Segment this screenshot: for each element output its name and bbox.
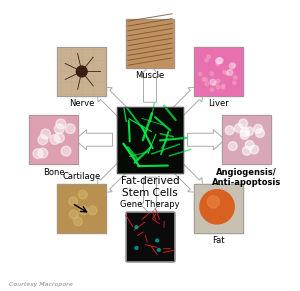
Text: Gene Therapy: Gene Therapy xyxy=(120,200,180,210)
Circle shape xyxy=(242,146,251,155)
Circle shape xyxy=(217,79,220,83)
Polygon shape xyxy=(172,87,203,118)
Circle shape xyxy=(225,126,234,135)
Circle shape xyxy=(135,246,138,249)
Bar xyxy=(117,107,183,173)
Circle shape xyxy=(214,82,218,85)
Bar xyxy=(222,115,271,164)
Circle shape xyxy=(50,135,60,144)
Bar xyxy=(125,212,175,261)
Text: Courtesy Macropore: Courtesy Macropore xyxy=(9,282,73,287)
Circle shape xyxy=(88,206,97,215)
Circle shape xyxy=(227,70,233,75)
Circle shape xyxy=(232,64,235,67)
Bar xyxy=(194,184,243,233)
Text: Nerve: Nerve xyxy=(69,100,94,109)
Circle shape xyxy=(40,129,50,139)
Circle shape xyxy=(210,88,214,91)
Polygon shape xyxy=(140,177,160,215)
Bar xyxy=(194,47,243,96)
Circle shape xyxy=(233,76,237,79)
Circle shape xyxy=(61,146,71,156)
Bar xyxy=(125,19,175,68)
Circle shape xyxy=(232,81,236,84)
Circle shape xyxy=(210,79,216,85)
Circle shape xyxy=(222,84,225,88)
Polygon shape xyxy=(188,130,225,150)
Text: Liver: Liver xyxy=(208,100,229,109)
Bar xyxy=(194,47,243,96)
Bar xyxy=(29,115,78,164)
Bar xyxy=(125,212,175,261)
Bar xyxy=(57,47,106,96)
Circle shape xyxy=(65,124,75,134)
Circle shape xyxy=(78,190,87,199)
Circle shape xyxy=(254,125,262,133)
Circle shape xyxy=(216,62,219,66)
Circle shape xyxy=(229,63,235,69)
Bar xyxy=(125,19,175,68)
Circle shape xyxy=(202,78,206,81)
Circle shape xyxy=(69,197,78,206)
Polygon shape xyxy=(172,162,203,193)
Circle shape xyxy=(241,128,249,136)
Bar xyxy=(57,184,106,233)
Circle shape xyxy=(198,72,202,76)
Polygon shape xyxy=(75,130,112,150)
Circle shape xyxy=(204,78,207,82)
Bar xyxy=(117,107,183,173)
Circle shape xyxy=(38,135,48,145)
Bar xyxy=(57,47,106,96)
Circle shape xyxy=(69,210,78,219)
Circle shape xyxy=(55,133,64,143)
Circle shape xyxy=(240,130,249,139)
Circle shape xyxy=(223,70,226,74)
Polygon shape xyxy=(97,162,128,193)
Circle shape xyxy=(226,72,229,75)
Circle shape xyxy=(228,142,237,150)
Circle shape xyxy=(250,145,259,154)
Bar xyxy=(57,184,106,233)
Circle shape xyxy=(74,217,82,226)
Circle shape xyxy=(38,148,48,158)
Text: Angiogensis/
Anti-apoptosis: Angiogensis/ Anti-apoptosis xyxy=(212,168,281,187)
Circle shape xyxy=(54,124,64,134)
Circle shape xyxy=(256,129,264,138)
Circle shape xyxy=(205,58,208,62)
Circle shape xyxy=(135,226,138,229)
Bar xyxy=(194,184,243,233)
Circle shape xyxy=(245,141,254,149)
Circle shape xyxy=(217,86,220,89)
Circle shape xyxy=(33,149,43,159)
Circle shape xyxy=(212,82,216,86)
Text: Cartilage: Cartilage xyxy=(63,172,101,181)
Circle shape xyxy=(217,58,223,63)
Circle shape xyxy=(210,72,213,75)
Circle shape xyxy=(216,58,222,64)
Text: Fat-derived
Stem Cells: Fat-derived Stem Cells xyxy=(121,176,179,198)
Bar xyxy=(222,115,271,164)
Circle shape xyxy=(207,196,220,208)
Bar xyxy=(29,115,78,164)
Polygon shape xyxy=(97,87,128,118)
Circle shape xyxy=(79,206,88,215)
Circle shape xyxy=(205,82,209,86)
Bar xyxy=(125,212,175,261)
Circle shape xyxy=(156,239,159,242)
Polygon shape xyxy=(140,65,160,102)
Circle shape xyxy=(56,119,66,129)
Circle shape xyxy=(239,119,248,128)
Circle shape xyxy=(200,190,234,224)
Circle shape xyxy=(76,66,87,77)
Text: Bone: Bone xyxy=(43,168,64,177)
Circle shape xyxy=(158,249,160,251)
Circle shape xyxy=(221,86,225,89)
Bar xyxy=(194,184,243,233)
Text: Muscle: Muscle xyxy=(135,71,165,80)
Text: Fat: Fat xyxy=(212,236,224,245)
Circle shape xyxy=(207,55,211,58)
Circle shape xyxy=(244,127,253,136)
Circle shape xyxy=(235,124,243,133)
